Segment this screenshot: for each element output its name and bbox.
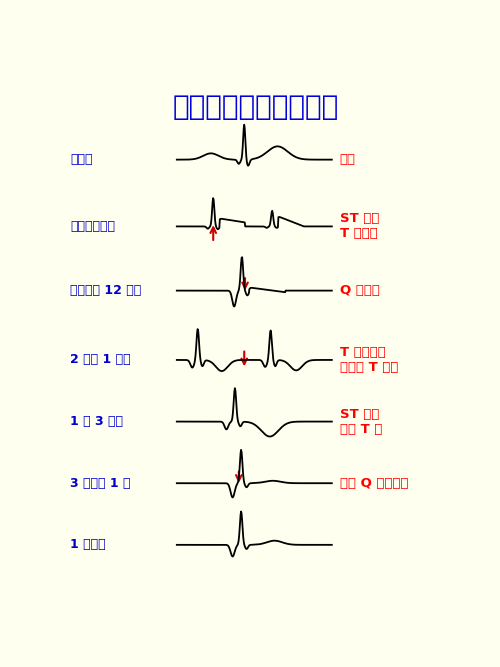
Text: 1 年以上: 1 年以上: [70, 538, 106, 552]
Text: T 波陰性化
（冠性 T 波）: T 波陰性化 （冠性 T 波）: [340, 346, 398, 374]
Text: 1 〜 3 ヶ月: 1 〜 3 ヶ月: [70, 415, 123, 428]
Text: Q 波出現: Q 波出現: [340, 284, 380, 297]
Text: 数時間〜 12 時間: 数時間〜 12 時間: [70, 284, 142, 297]
Text: ST 正常
冠性 T 波: ST 正常 冠性 T 波: [340, 408, 382, 436]
Text: 心筋梗塞の心電図変化: 心筋梗塞の心電図変化: [173, 93, 340, 121]
Text: 正常: 正常: [340, 153, 355, 166]
Text: 梗塞前: 梗塞前: [70, 153, 93, 166]
Text: 異常 Q 波は残る: 異常 Q 波は残る: [340, 477, 408, 490]
Text: 直後〜数時間: 直後〜数時間: [70, 220, 115, 233]
Text: 3 ヶ月〜 1 年: 3 ヶ月〜 1 年: [70, 477, 131, 490]
Text: ST 上昇
T 波増高: ST 上昇 T 波増高: [340, 212, 379, 240]
Text: 2 日〜 1 週間: 2 日〜 1 週間: [70, 354, 131, 366]
